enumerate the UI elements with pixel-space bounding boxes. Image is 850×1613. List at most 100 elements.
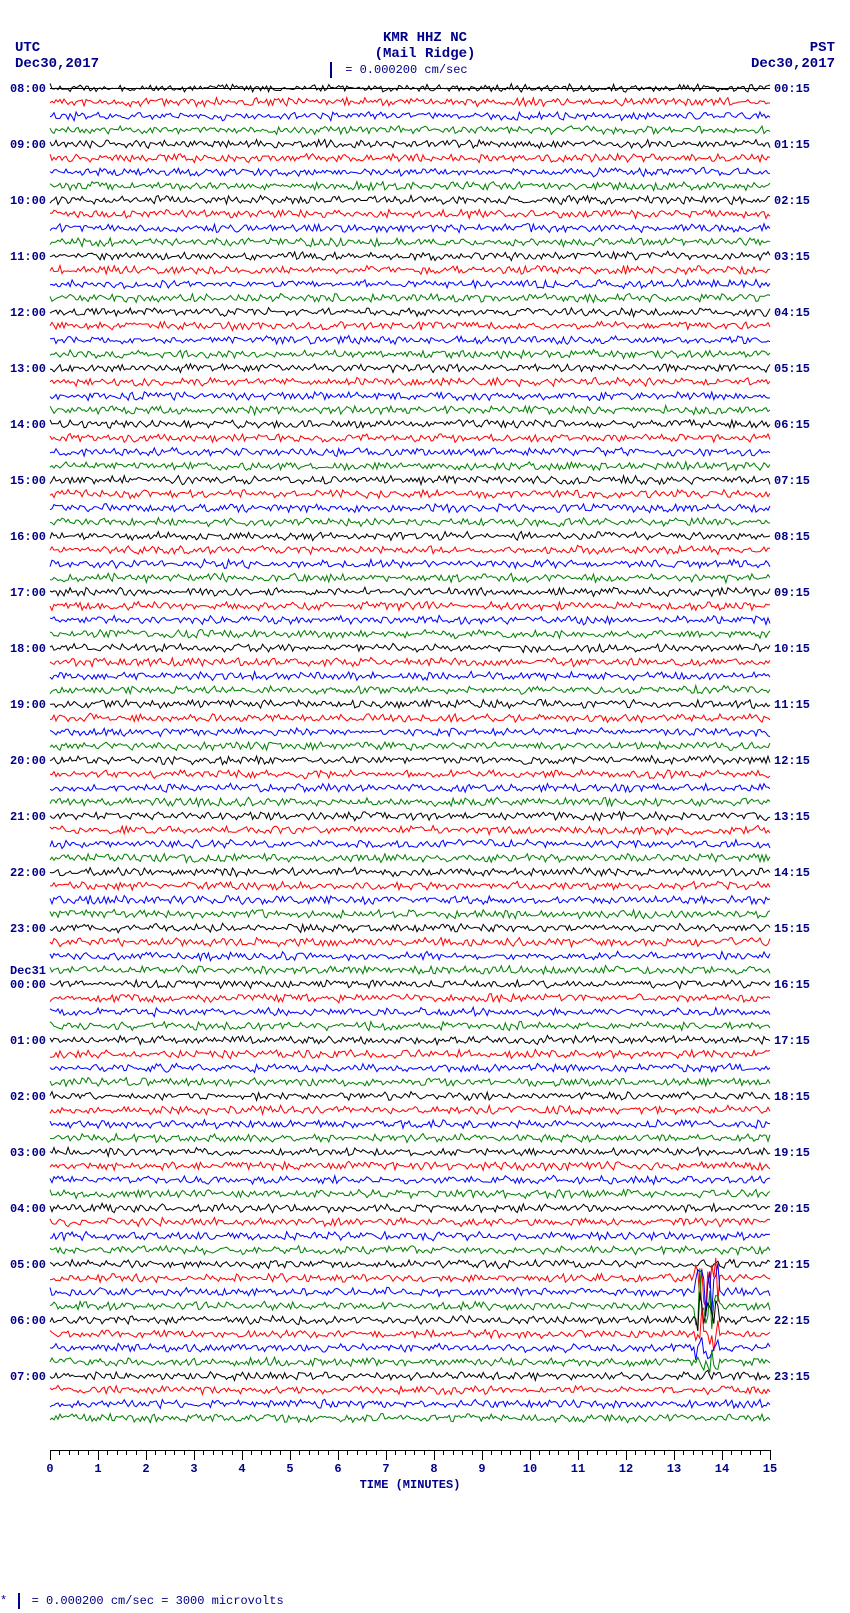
- axis-minor-tick: [299, 1450, 300, 1455]
- axis-minor-tick: [328, 1450, 329, 1455]
- axis-tick-label: 7: [382, 1462, 389, 1476]
- axis-minor-tick: [741, 1450, 742, 1455]
- pst-date: Dec30,2017: [751, 56, 835, 72]
- axis-major-tick: [770, 1450, 771, 1460]
- footer-scale: * = 0.000200 cm/sec = 3000 microvolts: [0, 1593, 284, 1609]
- axis-minor-tick: [472, 1450, 473, 1455]
- axis-minor-tick: [750, 1450, 751, 1455]
- utc-date-break: Dec31: [10, 964, 46, 978]
- pst-hour-label: 01:15: [774, 138, 810, 152]
- pst-hour-label: 18:15: [774, 1090, 810, 1104]
- axis-minor-tick: [539, 1450, 540, 1455]
- axis-minor-tick: [347, 1450, 348, 1455]
- axis-minor-tick: [117, 1450, 118, 1455]
- utc-hour-label: 01:00: [10, 1034, 46, 1048]
- pst-hour-label: 17:15: [774, 1034, 810, 1048]
- axis-minor-tick: [270, 1450, 271, 1455]
- utc-hour-label: 04:00: [10, 1202, 46, 1216]
- utc-hour-label: 08:00: [10, 82, 46, 96]
- axis-major-tick: [290, 1450, 291, 1460]
- utc-hour-label: 17:00: [10, 586, 46, 600]
- axis-minor-tick: [712, 1450, 713, 1455]
- x-axis: 0123456789101112131415TIME (MINUTES): [50, 1450, 770, 1510]
- axis-minor-tick: [597, 1450, 598, 1455]
- axis-tick-label: 6: [334, 1462, 341, 1476]
- pst-hour-label: 22:15: [774, 1314, 810, 1328]
- axis-minor-tick: [616, 1450, 617, 1455]
- axis-minor-tick: [280, 1450, 281, 1455]
- axis-minor-tick: [664, 1450, 665, 1455]
- axis-minor-tick: [510, 1450, 511, 1455]
- axis-minor-tick: [395, 1450, 396, 1455]
- utc-hour-label: 05:00: [10, 1258, 46, 1272]
- axis-tick-label: 1: [94, 1462, 101, 1476]
- utc-hour-label: 07:00: [10, 1370, 46, 1384]
- pst-hour-label: 02:15: [774, 194, 810, 208]
- axis-major-tick: [482, 1450, 483, 1460]
- axis-tick-label: 4: [238, 1462, 245, 1476]
- axis-minor-tick: [405, 1450, 406, 1455]
- pst-hour-label: 11:15: [774, 698, 810, 712]
- axis-tick-label: 14: [715, 1462, 729, 1476]
- axis-tick-label: 3: [190, 1462, 197, 1476]
- axis-major-tick: [146, 1450, 147, 1460]
- pst-hour-label: 20:15: [774, 1202, 810, 1216]
- pst-hour-label: 09:15: [774, 586, 810, 600]
- pst-hour-label: 14:15: [774, 866, 810, 880]
- axis-minor-tick: [318, 1450, 319, 1455]
- pst-hour-label: 13:15: [774, 810, 810, 824]
- axis-tick-label: 8: [430, 1462, 437, 1476]
- axis-minor-tick: [645, 1450, 646, 1455]
- utc-hour-label: 19:00: [10, 698, 46, 712]
- pst-label: PST: [810, 40, 835, 56]
- axis-minor-tick: [462, 1450, 463, 1455]
- pst-hour-label: 16:15: [774, 978, 810, 992]
- axis-minor-tick: [174, 1450, 175, 1455]
- axis-minor-tick: [357, 1450, 358, 1455]
- axis-minor-tick: [232, 1450, 233, 1455]
- pst-hour-label: 06:15: [774, 418, 810, 432]
- axis-tick-label: 12: [619, 1462, 633, 1476]
- utc-hour-label: 11:00: [10, 250, 46, 264]
- axis-major-tick: [98, 1450, 99, 1460]
- axis-minor-tick: [693, 1450, 694, 1455]
- utc-hour-label: 00:00: [10, 978, 46, 992]
- axis-tick-label: 0: [46, 1462, 53, 1476]
- pst-hour-label: 12:15: [774, 754, 810, 768]
- pst-hour-label: 10:15: [774, 642, 810, 656]
- axis-minor-tick: [501, 1450, 502, 1455]
- axis-minor-tick: [136, 1450, 137, 1455]
- axis-minor-tick: [155, 1450, 156, 1455]
- axis-minor-tick: [376, 1450, 377, 1455]
- axis-minor-tick: [414, 1450, 415, 1455]
- axis-baseline: [50, 1450, 770, 1451]
- utc-hour-label: 12:00: [10, 306, 46, 320]
- utc-hour-label: 06:00: [10, 1314, 46, 1328]
- axis-minor-tick: [424, 1450, 425, 1455]
- utc-hour-label: 20:00: [10, 754, 46, 768]
- utc-hour-label: 03:00: [10, 1146, 46, 1160]
- axis-minor-tick: [222, 1450, 223, 1455]
- axis-minor-tick: [520, 1450, 521, 1455]
- axis-tick-label: 9: [478, 1462, 485, 1476]
- axis-minor-tick: [731, 1450, 732, 1455]
- axis-minor-tick: [549, 1450, 550, 1455]
- axis-minor-tick: [213, 1450, 214, 1455]
- waveform-trace: [50, 1408, 770, 1428]
- axis-minor-tick: [702, 1450, 703, 1455]
- axis-minor-tick: [309, 1450, 310, 1455]
- helicorder-plot: 08:0000:1509:0001:1510:0002:1511:0003:15…: [50, 88, 770, 1448]
- axis-major-tick: [578, 1450, 579, 1460]
- utc-hour-label: 22:00: [10, 866, 46, 880]
- axis-minor-tick: [165, 1450, 166, 1455]
- axis-minor-tick: [760, 1450, 761, 1455]
- footer-text: = 0.000200 cm/sec = 3000 microvolts: [24, 1594, 283, 1608]
- utc-hour-label: 02:00: [10, 1090, 46, 1104]
- pst-hour-label: 03:15: [774, 250, 810, 264]
- axis-major-tick: [50, 1450, 51, 1460]
- scale-bar-icon: [330, 62, 332, 78]
- axis-minor-tick: [69, 1450, 70, 1455]
- pst-hour-label: 04:15: [774, 306, 810, 320]
- axis-tick-label: 2: [142, 1462, 149, 1476]
- axis-minor-tick: [635, 1450, 636, 1455]
